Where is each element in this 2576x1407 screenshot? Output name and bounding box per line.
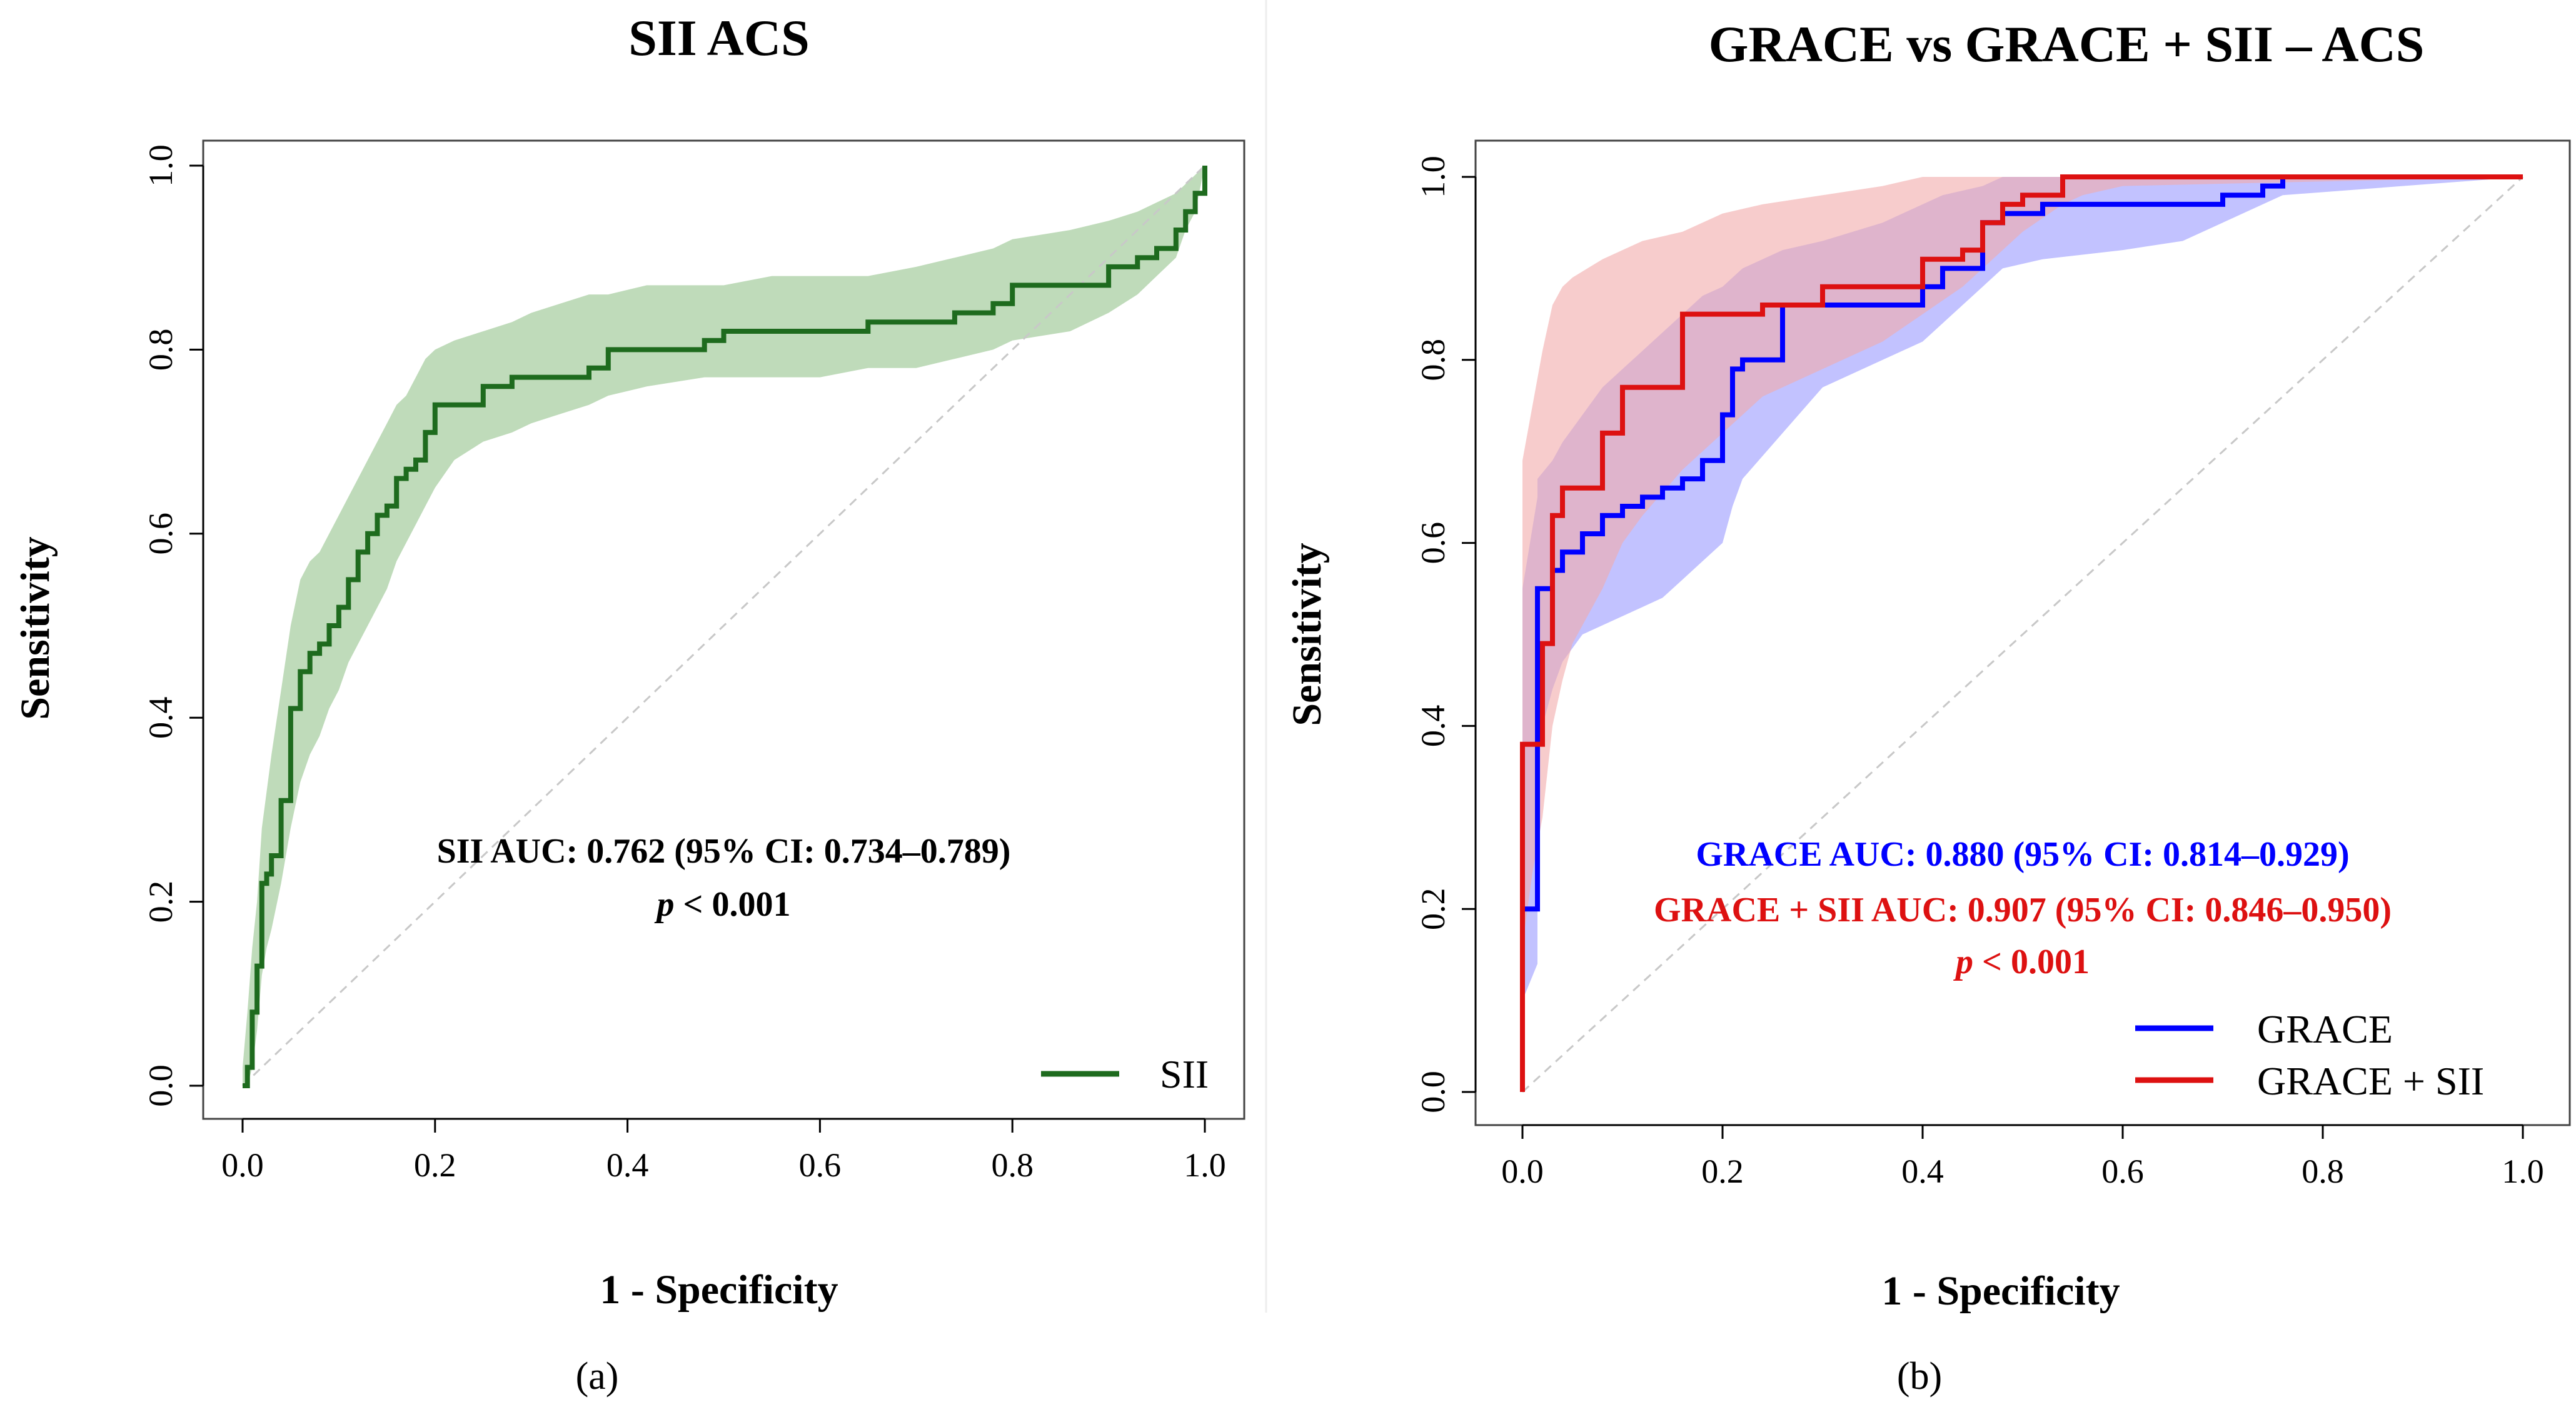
reference-diagonal	[241, 164, 1206, 1087]
x-tick-label: 0.8	[991, 1146, 1034, 1184]
y-axis-label: Sensitivity	[1284, 543, 1330, 726]
y-axis: 0.0 0.2 0.4 0.6 0.8 1.0	[1414, 156, 1477, 1113]
y-tick-label: 1.0	[142, 144, 179, 187]
x-axis-label: 1 - Specificity	[600, 1267, 838, 1313]
x-tick-label: 0.4	[1901, 1153, 1944, 1190]
y-axis-label: Sensitivity	[13, 536, 58, 719]
x-axis-label: 1 - Specificity	[1881, 1268, 2120, 1314]
y-tick-label: 0.4	[1414, 705, 1452, 748]
plot-area: 0.0 0.2 0.4 0.6 0.8 1.0 0.0 0.2 0.4 0.6 0.8 1.0	[1414, 139, 2571, 1190]
x-tick-label: 0.0	[1501, 1153, 1544, 1190]
x-tick-label: 0.6	[2101, 1153, 2144, 1190]
reference-diagonal	[1521, 176, 2524, 1093]
x-tick-label: 0.0	[221, 1146, 264, 1184]
ci-band-grace	[1522, 177, 2523, 1092]
panel-caption: (b)	[1897, 1355, 1942, 1398]
y-tick-label: 0.8	[1414, 339, 1452, 381]
auc-annotation: SII AUC: 0.762 (95% CI: 0.734–0.789)	[437, 832, 1011, 871]
chart-panel-b: 0.0 0.2 0.4 0.6 0.8 1.0 0.0 0.2 0.4 0.6 0.8 1.0 GRA…	[1284, 16, 2571, 1398]
x-axis: 0.0 0.2 0.4 0.6 0.8 1.0	[1501, 1124, 2544, 1190]
x-tick-label: 0.2	[1701, 1153, 1744, 1190]
legend-label-grace: GRACE	[2257, 1007, 2393, 1051]
x-axis: 0.0 0.2 0.4 0.6 0.8 1.0	[221, 1118, 1226, 1184]
y-tick-label: 0.6	[1414, 522, 1452, 564]
panel-caption: (a)	[576, 1355, 619, 1398]
x-tick-label: 0.8	[2302, 1153, 2344, 1190]
auc-annotation: GRACE + SII AUC: 0.907 (95% CI: 0.846–0.…	[1654, 891, 2392, 929]
legend: SII	[1041, 1052, 1209, 1096]
legend-label-grace-sii: GRACE + SII	[2257, 1059, 2484, 1103]
legend: GRACE GRACE + SII	[2135, 1007, 2484, 1103]
chart-title: GRACE vs GRACE + SII – ACS	[1709, 16, 2425, 73]
p-value-annotation: p < 0.001	[655, 885, 791, 924]
y-tick-label: 0.4	[142, 696, 179, 739]
chart-panel-a: 0.0 0.2 0.4 0.6 0.8 1.0 0.0 0.2 0.4 0.6 0.8 1.0 SII…	[13, 9, 1245, 1398]
chart-title: SII ACS	[628, 9, 809, 66]
y-tick-label: 0.0	[142, 1064, 179, 1107]
y-tick-label: 0.2	[1414, 888, 1452, 930]
y-axis: 0.0 0.2 0.4 0.6 0.8 1.0	[142, 144, 204, 1107]
y-tick-label: 0.2	[142, 881, 179, 923]
x-tick-label: 1.0	[2502, 1153, 2544, 1190]
roc-line-grace-sii	[1520, 174, 2523, 1092]
roc-line-grace	[1520, 174, 2523, 1092]
legend-label-sii: SII	[1160, 1052, 1209, 1096]
p-value-annotation: p < 0.001	[1953, 943, 2090, 981]
y-tick-label: 0.8	[142, 329, 179, 371]
x-tick-label: 0.4	[606, 1146, 649, 1184]
ci-band-grace-sii	[1522, 177, 2523, 1092]
auc-annotation: GRACE AUC: 0.880 (95% CI: 0.814–0.929)	[1696, 835, 2349, 874]
x-tick-label: 1.0	[1184, 1146, 1226, 1184]
roc-line-sii	[243, 166, 1207, 1088]
y-tick-label: 1.0	[1414, 156, 1452, 198]
x-tick-label: 0.6	[799, 1146, 842, 1184]
x-tick-label: 0.2	[414, 1146, 456, 1184]
plot-area: 0.0 0.2 0.4 0.6 0.8 1.0 0.0 0.2 0.4 0.6 0.8 1.0	[142, 139, 1245, 1184]
y-tick-label: 0.0	[1414, 1071, 1452, 1113]
y-tick-label: 0.6	[142, 513, 179, 555]
